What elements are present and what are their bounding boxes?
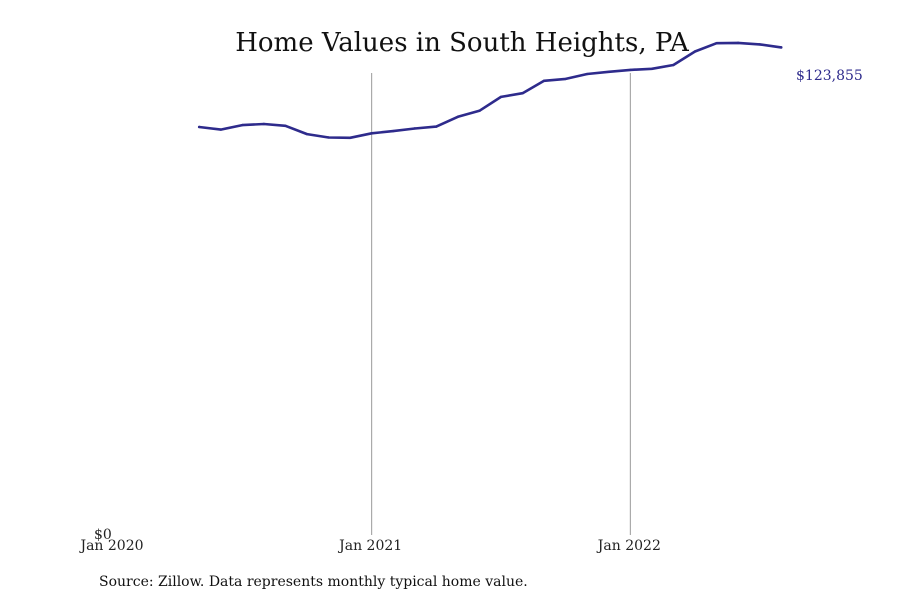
data-point (327, 136, 330, 139)
data-point (456, 115, 460, 119)
data-point (521, 91, 524, 95)
data-point (435, 125, 438, 128)
data-point (736, 41, 740, 45)
data-point (478, 109, 481, 113)
data-point (219, 128, 222, 131)
data-point (305, 132, 309, 136)
axis-layer: Jan 2020 Jan 2021 Jan 2022 $0 (78, 527, 660, 554)
x-tick-label: Jan 2020 (78, 538, 143, 554)
x-tick-label: Jan 2021 (337, 538, 402, 554)
data-point (693, 50, 697, 53)
data-point (198, 125, 201, 129)
data-point (672, 63, 675, 67)
series-layer: $123,855 (197, 41, 863, 140)
data-point (564, 77, 567, 81)
data-point (499, 95, 503, 99)
data-point (542, 79, 546, 82)
data-point (262, 122, 266, 126)
data-point (284, 124, 287, 128)
data-point (758, 43, 761, 46)
source-note: Source: Zillow. Data represents monthly … (99, 574, 528, 590)
data-point (392, 129, 395, 133)
x-tick-label: Jan 2022 (596, 538, 661, 554)
y-tick-label: $0 (94, 527, 112, 543)
data-point (413, 127, 416, 130)
chart-title: Home Values in South Heights, PA (235, 28, 690, 58)
data-point (780, 46, 783, 49)
grid-layer (371, 73, 631, 535)
data-point (348, 136, 352, 140)
data-point (241, 123, 244, 127)
data-point (607, 70, 610, 73)
data-point (650, 67, 654, 70)
data-point (629, 68, 632, 72)
end-value-label: $123,855 (796, 68, 863, 84)
data-point (370, 132, 373, 135)
data-point (715, 42, 718, 45)
home-value-line (197, 41, 783, 140)
data-point (586, 72, 589, 76)
